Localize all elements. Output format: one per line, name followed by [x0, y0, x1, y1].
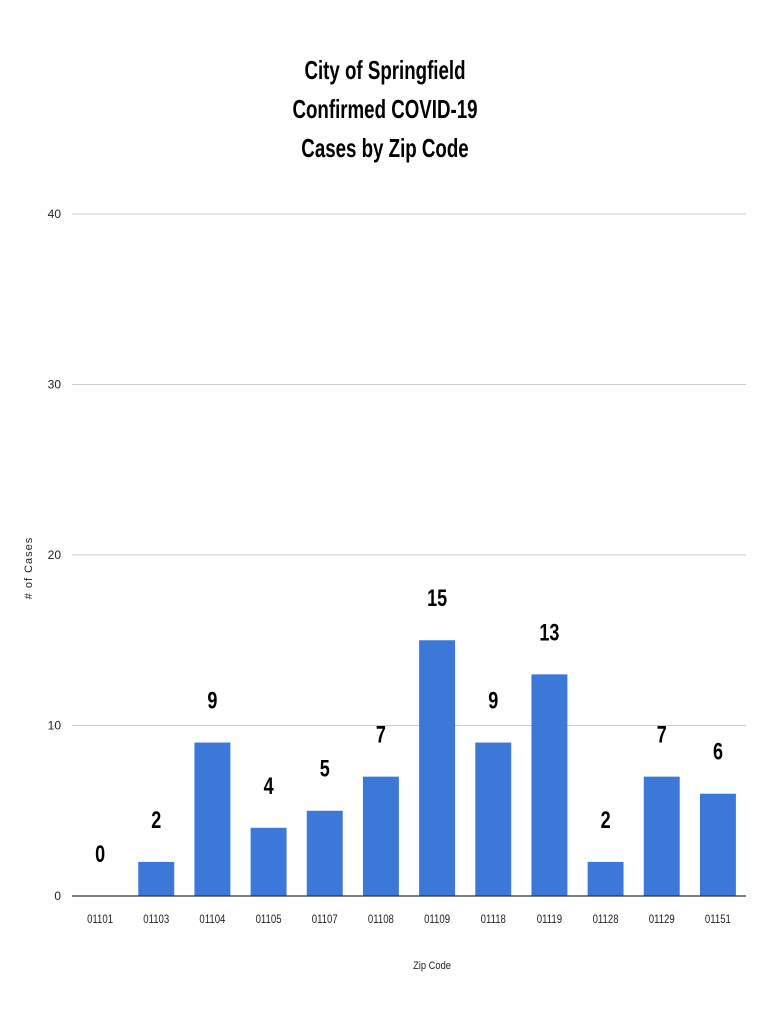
data-label: 7 [657, 722, 667, 748]
chart-title-line: City of Springfield [304, 55, 465, 85]
y-tick-label: 40 [48, 207, 62, 221]
y-tick-label: 30 [48, 378, 62, 392]
bar [699, 793, 736, 896]
gridlines [72, 213, 746, 726]
y-tick-label: 10 [48, 719, 62, 733]
chart-title: City of Springfield Confirmed COVID-19 Cas… [292, 55, 477, 163]
data-label: 4 [264, 773, 274, 799]
bar [306, 810, 343, 896]
x-axis-title: Zip Code [413, 960, 451, 972]
bar [250, 827, 287, 896]
data-label: 0 [95, 842, 105, 868]
y-tick-label: 20 [48, 548, 62, 562]
bar [475, 742, 512, 896]
x-tick-label: 01108 [368, 913, 394, 926]
data-label: 9 [207, 688, 217, 714]
data-label: 13 [539, 620, 559, 646]
chart-title-line: Confirmed COVID-19 [292, 94, 477, 124]
chart-title-line: Cases by Zip Code [301, 133, 468, 163]
data-label: 15 [427, 586, 447, 612]
y-tick-label: 0 [54, 889, 61, 903]
y-axis-ticks: 0 10 20 30 40 [48, 207, 62, 903]
x-axis-ticks: 01101 01103 01104 01105 01107 01108 01109 01118… [87, 913, 731, 926]
x-tick-label: 01107 [312, 913, 338, 926]
x-tick-label: 01105 [256, 913, 282, 926]
data-label: 9 [488, 688, 498, 714]
x-tick-label: 01109 [424, 913, 450, 926]
bar [419, 640, 456, 896]
data-label: 2 [601, 808, 611, 834]
data-label: 6 [713, 739, 723, 765]
y-axis-title: # of Cases [23, 537, 35, 600]
x-tick-label: 01151 [705, 913, 731, 926]
x-tick-label: 01104 [199, 913, 225, 926]
x-tick-label: 01101 [87, 913, 113, 926]
bar [138, 861, 175, 896]
x-tick-label: 01103 [143, 913, 169, 926]
bar [362, 776, 399, 896]
data-labels: 0 2 9 4 5 7 15 9 13 2 7 6 [95, 586, 723, 868]
x-tick-label: 01119 [537, 913, 562, 926]
bar [531, 674, 568, 896]
data-label: 7 [376, 722, 386, 748]
x-tick-label: 01128 [593, 913, 619, 926]
data-label: 5 [320, 756, 330, 782]
x-tick-label: 01118 [481, 913, 506, 926]
bar [194, 742, 231, 896]
bars [138, 640, 736, 896]
bar [643, 776, 680, 896]
data-label: 2 [151, 808, 161, 834]
x-tick-label: 01129 [649, 913, 675, 926]
bar [587, 861, 624, 896]
